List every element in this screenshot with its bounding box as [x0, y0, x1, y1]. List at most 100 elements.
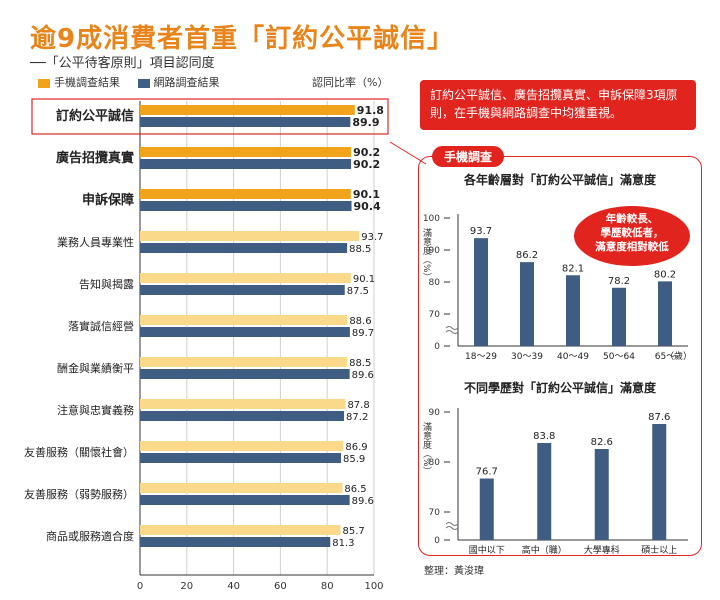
bar — [474, 238, 488, 346]
value-label-mobile: 90.1 — [353, 188, 380, 201]
value-label-web: 89.6 — [352, 496, 374, 507]
category-label: 商品或服務適合度 — [46, 529, 134, 543]
bar — [479, 478, 494, 540]
unit-label: 認同比率（%） — [312, 76, 389, 89]
x-tick-label: 80 — [321, 581, 334, 592]
value-label-mobile: 90.2 — [353, 146, 380, 159]
callout-bubble — [574, 206, 690, 266]
category-label: 友善服務（關懷社會） — [24, 445, 134, 459]
small-chart-title: 各年齡層對「訂約公平誠信」滿意度 — [463, 172, 657, 187]
bar-web — [140, 201, 352, 211]
axis-break-mark — [445, 522, 459, 530]
bar — [566, 275, 580, 346]
value-label-mobile: 93.7 — [361, 232, 383, 243]
category-label: 訂約公平誠信 — [56, 108, 134, 124]
value-label-web: 81.3 — [332, 538, 354, 549]
y-axis-label: 滿意度（%） — [421, 227, 432, 282]
bar-mobile — [140, 441, 344, 451]
x-tick-label: 20 — [180, 581, 193, 592]
x-tick-label: 30～39 — [511, 352, 543, 362]
x-tick-label: 0 — [137, 581, 143, 592]
bar-mobile — [140, 357, 348, 367]
category-label: 業務人員專業性 — [57, 235, 134, 249]
bar-web — [140, 117, 351, 127]
y-tick-label: 70 — [429, 310, 441, 320]
bar-value-label: 93.7 — [470, 226, 492, 237]
x-tick-label: 65～ — [655, 352, 675, 362]
bar-mobile — [140, 273, 351, 283]
chart-subtitle: ──「公平待客原則」項目認同度 — [30, 56, 215, 71]
bar-mobile — [140, 105, 355, 115]
bar-mobile — [140, 483, 343, 493]
main-bar-chart: 0 20 40 60 80 100 91.889.9 訂約公平誠信 90.290.2 廣告招攬真實… — [24, 98, 389, 592]
bar-value-label: 82.6 — [591, 437, 613, 448]
bar-value-label: 76.7 — [476, 467, 498, 478]
bar — [612, 287, 626, 346]
value-label-web: 90.2 — [353, 158, 380, 171]
x-tick-label: 高中（職） — [522, 544, 567, 556]
value-label-mobile: 86.5 — [344, 484, 366, 495]
mobile-survey-panel — [418, 156, 702, 556]
x-tick-label: 40 — [227, 581, 240, 592]
key-note: 訂約公平誠信、廣告招攬真實、申訴保障3項原則，在手機與網路調查中均獲重視。 — [420, 80, 696, 130]
x-tick-label: 100 — [364, 581, 383, 592]
y-tick-label: 80 — [429, 458, 441, 468]
legend: 手機調查結果 網路調查結果 — [38, 74, 234, 90]
x-tick-label: 40～49 — [557, 352, 589, 362]
category-label: 申訴保障 — [82, 192, 134, 208]
x-unit-label: （歲） — [665, 350, 692, 362]
x-tick-label: 18～29 — [465, 352, 497, 362]
bar-web — [140, 327, 350, 337]
y-tick-label: 80 — [429, 278, 441, 288]
credit: 整理：黃浚瑋 — [424, 566, 484, 577]
y-axis-label: 滿意度（%） — [421, 421, 432, 476]
axis-break-mark — [445, 326, 459, 334]
bar-web — [140, 285, 345, 295]
bar — [594, 449, 609, 540]
value-label-web: 87.5 — [347, 286, 369, 297]
bar-value-label: 78.2 — [608, 276, 630, 287]
value-label-mobile: 88.5 — [349, 358, 371, 369]
bar-web — [140, 495, 350, 505]
value-label-mobile: 86.9 — [345, 442, 367, 453]
bar-mobile — [140, 525, 341, 535]
callout-text-line: 學歷較低者， — [601, 226, 664, 239]
bar-web — [140, 453, 342, 463]
bar-value-label: 86.2 — [516, 250, 538, 261]
bar-mobile — [140, 231, 360, 241]
bar-mobile — [140, 189, 351, 199]
bar — [658, 281, 672, 346]
x-tick-label: 碩士以上 — [641, 544, 677, 556]
value-label-mobile: 87.8 — [347, 400, 369, 411]
category-label: 落實誠信經營 — [68, 319, 134, 333]
category-label: 酬金與業績衡平 — [57, 361, 134, 375]
legend-item-mobile: 手機調查結果 — [38, 76, 120, 89]
value-label-web: 89.6 — [352, 370, 374, 381]
bar-web — [140, 411, 345, 421]
y-tick-label: 100 — [423, 214, 440, 224]
bar — [520, 262, 534, 346]
category-label: 廣告招攬真實 — [56, 150, 134, 166]
bar — [652, 424, 667, 540]
value-label-web: 89.7 — [352, 328, 374, 339]
x-tick-label: 大學專科 — [584, 544, 620, 556]
bar-value-label: 83.8 — [533, 431, 555, 442]
y-tick-label: 0 — [434, 342, 440, 352]
bar-mobile — [140, 399, 346, 409]
value-label-mobile: 88.6 — [349, 316, 371, 327]
legend-item-web: 網路調查結果 — [137, 76, 220, 89]
legend-label-mobile: 手機調查結果 — [54, 76, 120, 89]
value-label-web: 90.4 — [354, 200, 381, 213]
bar — [537, 443, 552, 540]
bar-web — [140, 243, 348, 253]
value-label-mobile: 85.7 — [343, 526, 365, 537]
y-tick-label: 0 — [434, 536, 440, 546]
legend-swatch-mobile — [38, 78, 50, 88]
y-tick-label: 90 — [429, 246, 441, 256]
bar-value-label: 80.2 — [654, 269, 676, 280]
bar-web — [140, 369, 350, 379]
value-label-mobile: 90.1 — [353, 274, 375, 285]
value-label-web: 87.2 — [346, 412, 368, 423]
